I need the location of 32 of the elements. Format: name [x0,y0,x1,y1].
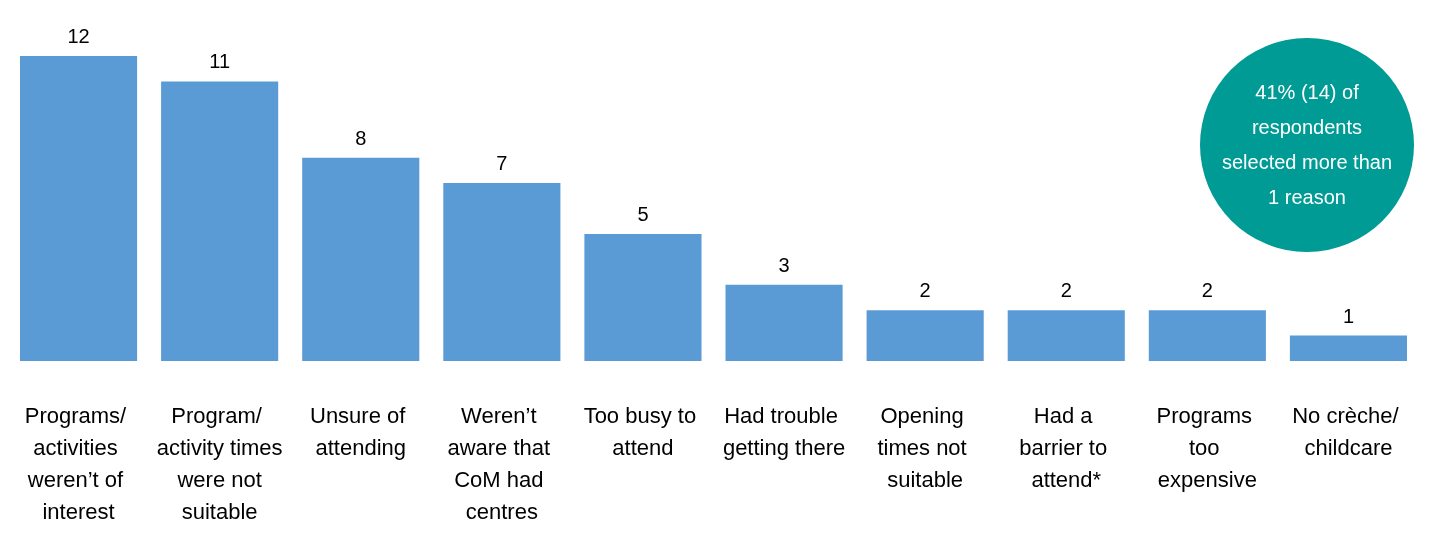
x-tick-label: Opening times not suitable [877,402,973,492]
bar [443,183,561,361]
data-label: 8 [355,126,367,149]
data-label: 1 [1342,304,1355,327]
data-label: 5 [637,202,649,225]
data-label: 3 [778,253,790,276]
data-label: 2 [1060,279,1072,302]
data-label: 2 [919,279,931,302]
data-label: 7 [496,152,508,175]
circle-badge: 41% (14) of respondents selected more than 1 reason [1200,38,1414,252]
annotation: 41% (14) of respondents selected more than 1 reason [1220,80,1394,210]
x-tick-label: Weren’t aware that CoM had centres [447,402,557,524]
x-tick-label: Unsure of attending [310,402,412,460]
bar [302,157,420,361]
bar [725,284,843,361]
x-tick-label: Programs/ activities weren’t of interest [24,402,133,524]
bar [19,56,138,361]
x-tick-label: Had a barrier to attend* [1019,402,1114,492]
x-tick-label: Had trouble getting there [722,402,846,460]
bar [584,233,702,361]
x-tick-label: Too busy to attend [583,402,703,460]
bar [1148,310,1266,361]
data-label: 12 [67,25,90,47]
data-label: 2 [1201,279,1213,302]
bar [1007,310,1125,361]
bar [866,310,984,361]
bar [161,81,279,361]
x-tick-label: Programs too expensive [1156,402,1259,492]
x-tick-label: No crèche/ childcare [1292,402,1405,460]
x-tick-label: Program/ activity times were not suitable [156,402,283,524]
bar [1289,335,1408,361]
data-label: 11 [209,50,231,73]
